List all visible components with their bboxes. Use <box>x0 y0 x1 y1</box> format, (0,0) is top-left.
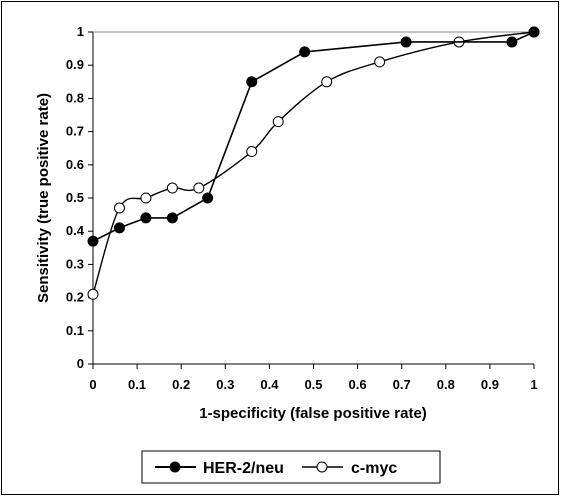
point-c-myc <box>321 76 333 88</box>
x-tick-label: 0.5 <box>304 377 322 392</box>
series-layer <box>87 26 540 300</box>
legend-marker-cmyc <box>316 461 328 473</box>
point-c-myc <box>246 146 258 158</box>
y-tick-label: 0.2 <box>66 290 84 305</box>
y-tick-label: 0.9 <box>66 57 84 72</box>
y-tick-label: 0.3 <box>66 256 84 271</box>
tick-labels: 0 0.1 0.2 0.3 0.4 0.5 0.6 0.7 0.8 0.9 1 0 0.1 0.2 0.3 0… <box>66 24 538 392</box>
point-c-myc <box>113 202 125 214</box>
x-tick-label: 0.1 <box>128 377 146 392</box>
legend: HER-2/neu c-myc <box>141 450 441 484</box>
legend-label-her2: HER-2/neu <box>203 460 284 477</box>
y-axis-title: Sensitivity (true positive rate) <box>35 93 52 303</box>
point-her-2-neu <box>87 235 99 247</box>
x-tick-label: 0.2 <box>172 377 190 392</box>
x-tick-label: 0.6 <box>349 377 367 392</box>
point-c-myc <box>193 182 205 194</box>
legend-label-cmyc: c-myc <box>351 460 397 477</box>
point-her-2-neu <box>299 46 311 58</box>
series-line-her-2-neu <box>92 31 535 242</box>
y-tick-label: 0.5 <box>66 190 84 205</box>
x-tick-label: 0 <box>89 377 96 392</box>
point-c-myc <box>374 56 386 68</box>
legend-box <box>141 450 441 484</box>
y-tick-label: 0.6 <box>66 157 84 172</box>
point-her-2-neu <box>400 36 412 48</box>
series-line-c-myc <box>92 31 535 295</box>
point-her-2-neu <box>202 192 214 204</box>
y-tick-label: 0.8 <box>66 90 84 105</box>
point-her-2-neu <box>246 76 258 88</box>
x-axis-title: 1-specificity (false positive rate) <box>199 405 427 422</box>
x-tick-label: 0.3 <box>216 377 234 392</box>
point-her-2-neu <box>166 212 178 224</box>
point-c-myc <box>166 182 178 194</box>
axes <box>88 31 535 369</box>
point-c-myc <box>272 116 284 128</box>
legend-marker-her2 <box>169 461 181 473</box>
point-her-2-neu <box>528 26 540 38</box>
point-her-2-neu <box>113 222 125 234</box>
y-tick-label: 0.7 <box>66 124 84 139</box>
x-tick-label: 0.9 <box>481 377 499 392</box>
y-tick-label: 0 <box>77 356 84 371</box>
y-tick-label: 0.1 <box>66 323 84 338</box>
y-tick-label: 1 <box>77 24 84 39</box>
y-tick-label: 0.4 <box>66 223 85 238</box>
point-c-myc <box>140 192 152 204</box>
x-tick-label: 0.8 <box>437 377 455 392</box>
x-tick-label: 0.7 <box>393 377 411 392</box>
x-tick-label: 1 <box>530 377 537 392</box>
point-her-2-neu <box>140 212 152 224</box>
point-her-2-neu <box>506 36 518 48</box>
x-tick-label: 0.4 <box>260 377 279 392</box>
point-c-myc <box>87 288 99 300</box>
